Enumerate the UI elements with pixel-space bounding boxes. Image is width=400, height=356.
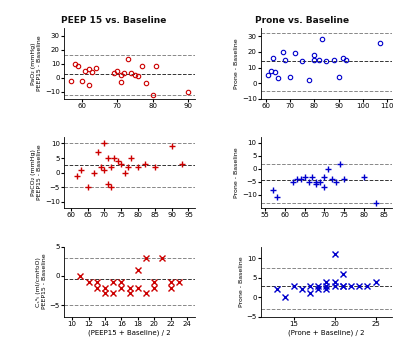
Y-axis label: Cₛᵘₜ (ml/cmH₂O)
PEEP15 - Baseline: Cₛᵘₜ (ml/cmH₂O) PEEP15 - Baseline — [36, 254, 47, 309]
Text: PEEP 15 vs. Baseline: PEEP 15 vs. Baseline — [61, 16, 167, 25]
Text: Prone vs. Baseline: Prone vs. Baseline — [255, 16, 349, 25]
Y-axis label: Prone - Baseline: Prone - Baseline — [234, 38, 239, 89]
Y-axis label: PaO₂ (mmHg)
PEEP15 - Baseline: PaO₂ (mmHg) PEEP15 - Baseline — [31, 36, 42, 91]
Y-axis label: Prone - Baseline: Prone - Baseline — [234, 147, 239, 198]
Y-axis label: PaCO₂ (mmHg)
PEEP15 - Baseline: PaCO₂ (mmHg) PEEP15 - Baseline — [31, 145, 42, 200]
Y-axis label: Prone - Baseline: Prone - Baseline — [239, 256, 244, 307]
X-axis label: (PEEP15 + Baseline) / 2: (PEEP15 + Baseline) / 2 — [88, 330, 171, 336]
X-axis label: (Prone + Baseline) / 2: (Prone + Baseline) / 2 — [288, 330, 365, 336]
